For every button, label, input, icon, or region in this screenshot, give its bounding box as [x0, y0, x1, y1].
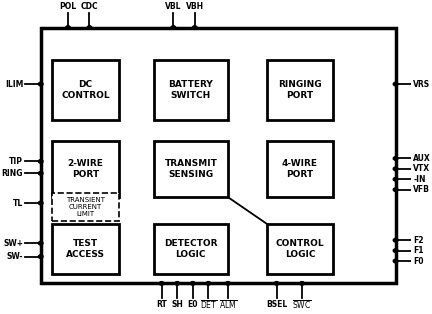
- Text: VBL: VBL: [165, 2, 181, 11]
- Text: VBH: VBH: [186, 2, 204, 11]
- Text: CONTROL
LOGIC: CONTROL LOGIC: [276, 240, 324, 259]
- Text: TRANSIENT
CURRENT
LIMIT: TRANSIENT CURRENT LIMIT: [66, 197, 105, 217]
- Circle shape: [393, 82, 398, 86]
- Circle shape: [192, 26, 197, 30]
- Text: RT: RT: [156, 300, 167, 309]
- Circle shape: [38, 160, 43, 163]
- Text: RINGING
PORT: RINGING PORT: [278, 80, 322, 100]
- Text: F2: F2: [413, 236, 424, 245]
- Text: SH: SH: [171, 300, 183, 309]
- FancyBboxPatch shape: [52, 193, 119, 221]
- Text: DETECTOR
LOGIC: DETECTOR LOGIC: [164, 240, 218, 259]
- Text: TEST
ACCESS: TEST ACCESS: [66, 240, 105, 259]
- FancyBboxPatch shape: [52, 224, 119, 274]
- FancyBboxPatch shape: [52, 141, 119, 197]
- Circle shape: [171, 26, 176, 30]
- Text: 2-WIRE
PORT: 2-WIRE PORT: [68, 159, 104, 179]
- FancyBboxPatch shape: [154, 60, 228, 120]
- Text: E0: E0: [187, 300, 198, 309]
- Circle shape: [38, 171, 43, 175]
- Circle shape: [191, 282, 195, 285]
- Text: BATTERY
SWITCH: BATTERY SWITCH: [168, 80, 213, 100]
- Circle shape: [226, 282, 230, 285]
- Text: VRS: VRS: [413, 79, 430, 89]
- Circle shape: [38, 201, 43, 205]
- Text: TRANSMIT
SENSING: TRANSMIT SENSING: [165, 159, 217, 179]
- FancyBboxPatch shape: [154, 224, 228, 274]
- Text: SW+: SW+: [3, 239, 23, 248]
- Circle shape: [393, 177, 398, 181]
- FancyBboxPatch shape: [267, 224, 333, 274]
- Circle shape: [274, 282, 279, 285]
- Text: 4-WIRE
PORT: 4-WIRE PORT: [282, 159, 318, 179]
- Circle shape: [206, 282, 211, 285]
- Circle shape: [66, 26, 70, 30]
- Text: VTX: VTX: [413, 164, 430, 173]
- Text: $\overline{\rm DET}$: $\overline{\rm DET}$: [200, 300, 217, 312]
- Text: TL: TL: [13, 198, 23, 208]
- Text: $\overline{\rm ALM}$: $\overline{\rm ALM}$: [219, 300, 237, 312]
- Text: CDC: CDC: [81, 2, 98, 11]
- FancyBboxPatch shape: [154, 141, 228, 197]
- Circle shape: [159, 282, 164, 285]
- Text: BSEL: BSEL: [266, 300, 287, 309]
- Circle shape: [38, 82, 43, 86]
- Text: $\overline{\rm SWC}$: $\overline{\rm SWC}$: [292, 300, 312, 312]
- Circle shape: [393, 238, 398, 242]
- Circle shape: [87, 26, 92, 30]
- Text: DC
CONTROL: DC CONTROL: [61, 80, 110, 100]
- Circle shape: [393, 188, 398, 192]
- Circle shape: [393, 167, 398, 171]
- FancyBboxPatch shape: [41, 28, 396, 283]
- FancyBboxPatch shape: [52, 60, 119, 120]
- FancyBboxPatch shape: [267, 60, 333, 120]
- Circle shape: [393, 249, 398, 252]
- Circle shape: [38, 241, 43, 245]
- Text: RING: RING: [2, 169, 23, 178]
- Text: TIP: TIP: [9, 157, 23, 166]
- Circle shape: [38, 255, 43, 258]
- Circle shape: [175, 282, 180, 285]
- Text: F1: F1: [413, 246, 424, 255]
- Text: AUX: AUX: [413, 154, 431, 163]
- Circle shape: [393, 157, 398, 160]
- Text: SW-: SW-: [6, 252, 23, 261]
- Text: -IN: -IN: [413, 175, 426, 184]
- Circle shape: [393, 259, 398, 263]
- Text: F0: F0: [413, 257, 424, 266]
- Text: ILIM: ILIM: [5, 79, 23, 89]
- Circle shape: [300, 282, 304, 285]
- Text: POL: POL: [60, 2, 76, 11]
- FancyBboxPatch shape: [267, 141, 333, 197]
- Text: VFB: VFB: [413, 185, 430, 194]
